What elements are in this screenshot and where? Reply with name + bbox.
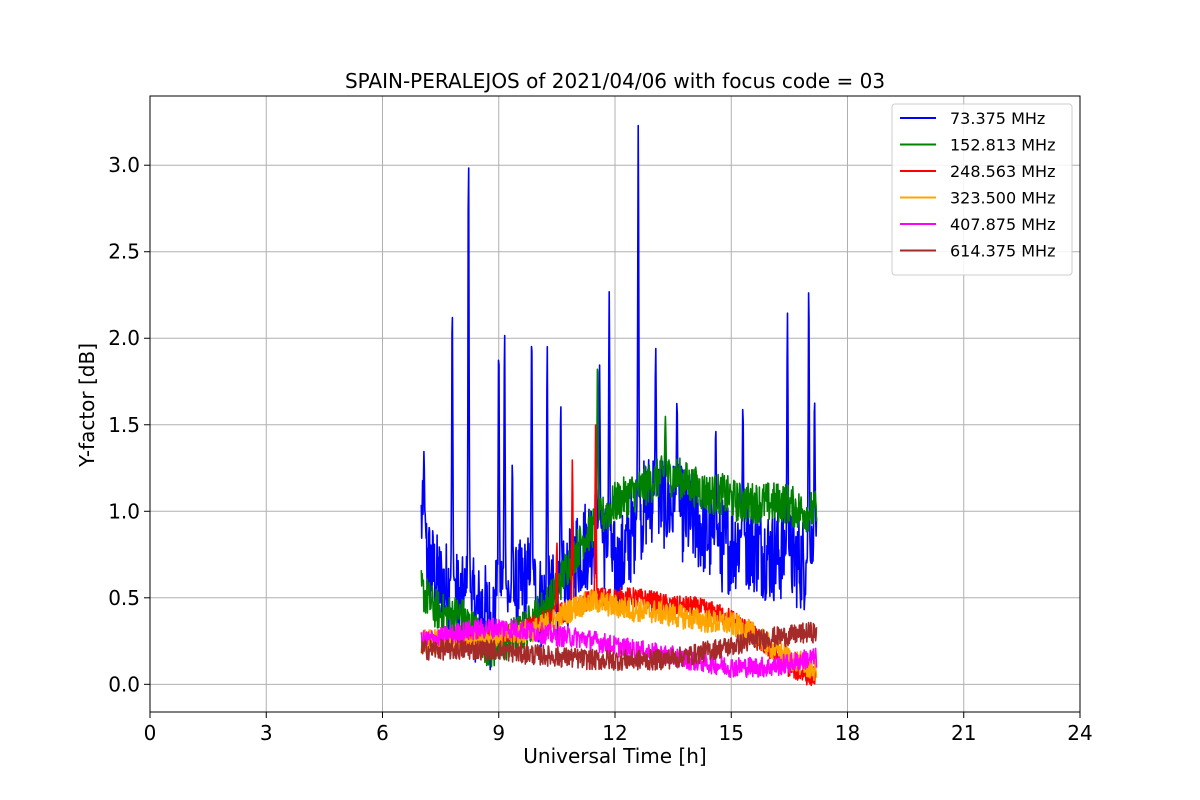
y-tick-label: 2.0	[108, 326, 140, 350]
x-tick-label: 18	[835, 721, 860, 745]
legend-entry: 614.375 MHz	[950, 242, 1055, 261]
y-axis-label: Y-factor [dB]	[75, 343, 99, 468]
legend-entry: 407.875 MHz	[950, 215, 1055, 234]
legend-entry: 323.500 MHz	[950, 189, 1055, 208]
chart-title: SPAIN-PERALEJOS of 2021/04/06 with focus…	[345, 69, 885, 93]
series-line-614-375	[420, 621, 818, 672]
legend: 73.375 MHz 152.813 MHz 248.563 MHz 323.500 …	[891, 103, 1073, 276]
y-tick-label: 1.5	[108, 413, 140, 437]
series-line-407-875	[420, 617, 818, 679]
x-axis-label: Universal Time [h]	[523, 744, 706, 768]
x-tick-label: 3	[260, 721, 273, 745]
x-tick-label: 15	[719, 721, 744, 745]
x-tick-label: 6	[376, 721, 389, 745]
legend-box	[891, 103, 1073, 276]
y-tick-label: 2.5	[108, 240, 140, 264]
ticks: 0 3 6 9 12 15 18 21 24 0.0 0.5 1.0 1.5 2.0 2.5 3.0	[108, 153, 1093, 745]
legend-entry: 248.563 MHz	[950, 162, 1055, 181]
series-layer	[420, 124, 818, 687]
legend-entry: 152.813 MHz	[950, 136, 1055, 155]
y-tick-label: 1.0	[108, 499, 140, 523]
legend-entry: 73.375 MHz	[950, 109, 1045, 128]
y-tick-label: 0.5	[108, 586, 140, 610]
x-tick-label: 9	[492, 721, 505, 745]
x-tick-label: 12	[602, 721, 627, 745]
y-tick-label: 0.0	[108, 672, 140, 696]
x-tick-label: 24	[1067, 721, 1092, 745]
y-tick-label: 3.0	[108, 153, 140, 177]
x-tick-label: 21	[951, 721, 976, 745]
x-tick-label: 0	[144, 721, 157, 745]
